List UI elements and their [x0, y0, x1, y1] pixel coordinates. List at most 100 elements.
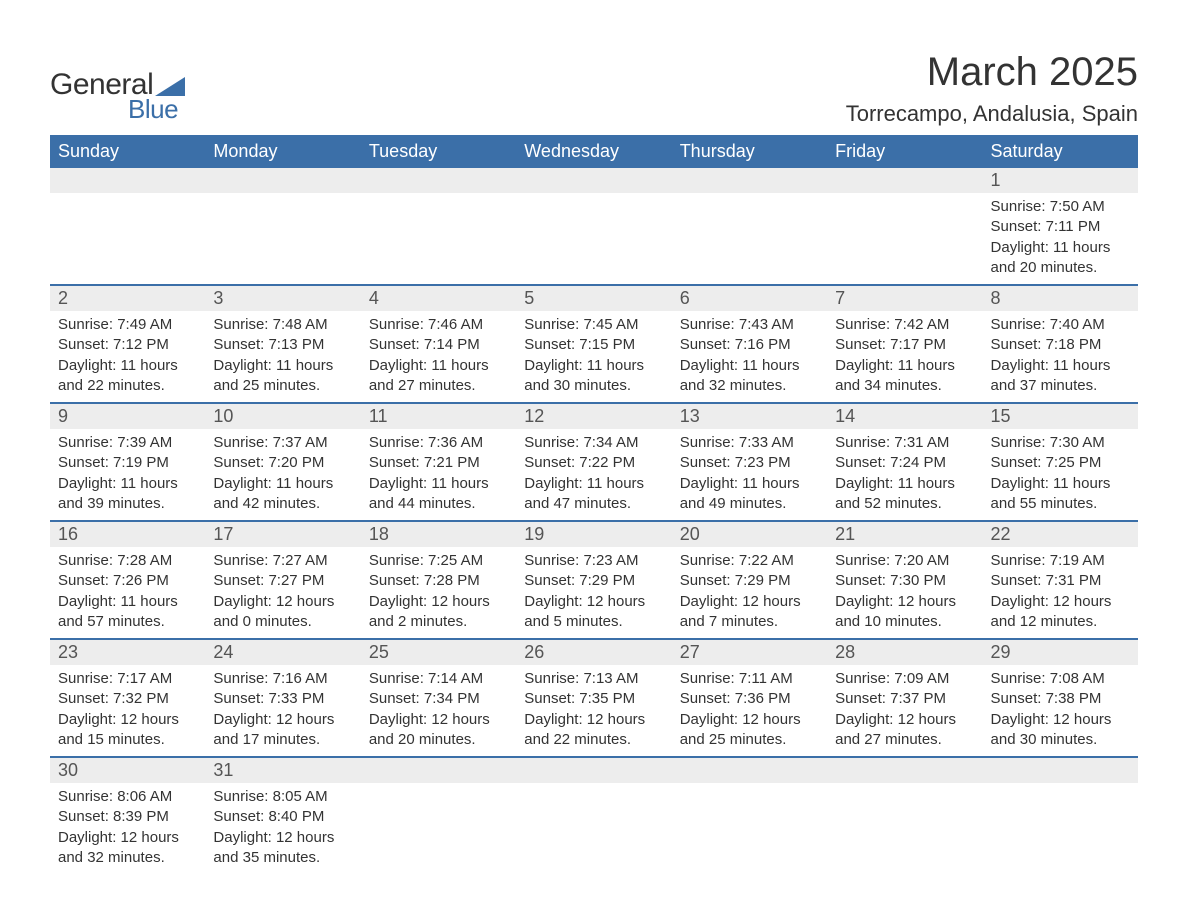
day-daylight2: and 32 minutes. — [58, 848, 197, 868]
day-number: 22 — [983, 522, 1138, 547]
day-daylight2: and 2 minutes. — [369, 612, 508, 632]
calendar-cell: 17Sunrise: 7:27 AMSunset: 7:27 PMDayligh… — [205, 521, 360, 639]
calendar-cell-empty — [516, 168, 671, 285]
day-sunset: Sunset: 7:17 PM — [835, 335, 974, 355]
day-daylight2: and 44 minutes. — [369, 494, 508, 514]
day-sunset: Sunset: 7:25 PM — [991, 453, 1130, 473]
day-daylight1: Daylight: 12 hours — [991, 592, 1130, 612]
day-number — [516, 168, 671, 193]
day-details — [827, 193, 982, 273]
day-sunset: Sunset: 7:33 PM — [213, 689, 352, 709]
day-details: Sunrise: 7:08 AMSunset: 7:38 PMDaylight:… — [983, 665, 1138, 756]
day-daylight2: and 12 minutes. — [991, 612, 1130, 632]
day-details — [672, 193, 827, 273]
day-sunset: Sunset: 7:37 PM — [835, 689, 974, 709]
day-sunset: Sunset: 7:35 PM — [524, 689, 663, 709]
day-sunrise: Sunrise: 7:34 AM — [524, 433, 663, 453]
day-daylight2: and 49 minutes. — [680, 494, 819, 514]
calendar-cell-empty — [827, 168, 982, 285]
day-number — [516, 758, 671, 783]
day-number: 8 — [983, 286, 1138, 311]
day-daylight2: and 42 minutes. — [213, 494, 352, 514]
day-number — [672, 758, 827, 783]
calendar-cell: 2Sunrise: 7:49 AMSunset: 7:12 PMDaylight… — [50, 285, 205, 403]
day-number: 28 — [827, 640, 982, 665]
day-details — [672, 783, 827, 863]
calendar-cell-empty — [50, 168, 205, 285]
day-number: 26 — [516, 640, 671, 665]
day-number: 23 — [50, 640, 205, 665]
calendar-cell-empty — [205, 168, 360, 285]
day-daylight1: Daylight: 11 hours — [58, 356, 197, 376]
calendar-cell: 3Sunrise: 7:48 AMSunset: 7:13 PMDaylight… — [205, 285, 360, 403]
calendar-cell: 30Sunrise: 8:06 AMSunset: 8:39 PMDayligh… — [50, 757, 205, 874]
day-daylight2: and 47 minutes. — [524, 494, 663, 514]
calendar-cell: 27Sunrise: 7:11 AMSunset: 7:36 PMDayligh… — [672, 639, 827, 757]
weekday-header: Saturday — [983, 135, 1138, 168]
calendar-cell: 24Sunrise: 7:16 AMSunset: 7:33 PMDayligh… — [205, 639, 360, 757]
day-sunset: Sunset: 7:29 PM — [524, 571, 663, 591]
day-daylight2: and 20 minutes. — [369, 730, 508, 750]
day-details: Sunrise: 7:16 AMSunset: 7:33 PMDaylight:… — [205, 665, 360, 756]
day-sunrise: Sunrise: 7:45 AM — [524, 315, 663, 335]
day-daylight1: Daylight: 12 hours — [213, 710, 352, 730]
day-details — [361, 193, 516, 273]
calendar-cell: 16Sunrise: 7:28 AMSunset: 7:26 PMDayligh… — [50, 521, 205, 639]
calendar-cell: 29Sunrise: 7:08 AMSunset: 7:38 PMDayligh… — [983, 639, 1138, 757]
calendar-week-row: 2Sunrise: 7:49 AMSunset: 7:12 PMDaylight… — [50, 285, 1138, 403]
day-sunrise: Sunrise: 7:43 AM — [680, 315, 819, 335]
day-details: Sunrise: 7:50 AMSunset: 7:11 PMDaylight:… — [983, 193, 1138, 284]
day-daylight2: and 57 minutes. — [58, 612, 197, 632]
calendar-cell: 20Sunrise: 7:22 AMSunset: 7:29 PMDayligh… — [672, 521, 827, 639]
day-sunrise: Sunrise: 7:33 AM — [680, 433, 819, 453]
calendar-cell: 4Sunrise: 7:46 AMSunset: 7:14 PMDaylight… — [361, 285, 516, 403]
day-number: 12 — [516, 404, 671, 429]
day-details: Sunrise: 7:23 AMSunset: 7:29 PMDaylight:… — [516, 547, 671, 638]
day-details: Sunrise: 7:37 AMSunset: 7:20 PMDaylight:… — [205, 429, 360, 520]
day-daylight2: and 22 minutes. — [58, 376, 197, 396]
day-details — [205, 193, 360, 273]
day-number: 31 — [205, 758, 360, 783]
day-daylight1: Daylight: 11 hours — [213, 474, 352, 494]
day-number — [983, 758, 1138, 783]
day-sunset: Sunset: 7:34 PM — [369, 689, 508, 709]
day-number: 24 — [205, 640, 360, 665]
day-daylight2: and 7 minutes. — [680, 612, 819, 632]
weekday-header: Wednesday — [516, 135, 671, 168]
calendar-cell: 14Sunrise: 7:31 AMSunset: 7:24 PMDayligh… — [827, 403, 982, 521]
day-number: 10 — [205, 404, 360, 429]
calendar-cell: 23Sunrise: 7:17 AMSunset: 7:32 PMDayligh… — [50, 639, 205, 757]
day-number: 18 — [361, 522, 516, 547]
day-details: Sunrise: 7:31 AMSunset: 7:24 PMDaylight:… — [827, 429, 982, 520]
day-sunset: Sunset: 7:23 PM — [680, 453, 819, 473]
day-sunrise: Sunrise: 8:06 AM — [58, 787, 197, 807]
calendar-cell-empty — [827, 757, 982, 874]
day-sunrise: Sunrise: 7:16 AM — [213, 669, 352, 689]
day-sunset: Sunset: 7:13 PM — [213, 335, 352, 355]
day-number: 13 — [672, 404, 827, 429]
day-daylight2: and 25 minutes. — [213, 376, 352, 396]
day-number — [827, 168, 982, 193]
day-sunrise: Sunrise: 7:28 AM — [58, 551, 197, 571]
day-sunrise: Sunrise: 7:08 AM — [991, 669, 1130, 689]
day-sunrise: Sunrise: 7:25 AM — [369, 551, 508, 571]
page-header: General Blue March 2025 Torrecampo, Anda… — [50, 50, 1138, 127]
day-daylight1: Daylight: 12 hours — [524, 710, 663, 730]
calendar-cell: 1Sunrise: 7:50 AMSunset: 7:11 PMDaylight… — [983, 168, 1138, 285]
day-sunrise: Sunrise: 8:05 AM — [213, 787, 352, 807]
calendar-cell: 31Sunrise: 8:05 AMSunset: 8:40 PMDayligh… — [205, 757, 360, 874]
calendar-cell: 5Sunrise: 7:45 AMSunset: 7:15 PMDaylight… — [516, 285, 671, 403]
calendar-cell: 13Sunrise: 7:33 AMSunset: 7:23 PMDayligh… — [672, 403, 827, 521]
day-daylight2: and 30 minutes. — [524, 376, 663, 396]
day-number: 6 — [672, 286, 827, 311]
logo-text-blue: Blue — [128, 94, 185, 125]
weekday-header-row: SundayMondayTuesdayWednesdayThursdayFrid… — [50, 135, 1138, 168]
day-number: 29 — [983, 640, 1138, 665]
day-sunset: Sunset: 7:36 PM — [680, 689, 819, 709]
calendar-cell: 11Sunrise: 7:36 AMSunset: 7:21 PMDayligh… — [361, 403, 516, 521]
day-daylight2: and 15 minutes. — [58, 730, 197, 750]
day-sunset: Sunset: 7:12 PM — [58, 335, 197, 355]
day-daylight2: and 34 minutes. — [835, 376, 974, 396]
day-sunset: Sunset: 7:38 PM — [991, 689, 1130, 709]
day-sunrise: Sunrise: 7:14 AM — [369, 669, 508, 689]
